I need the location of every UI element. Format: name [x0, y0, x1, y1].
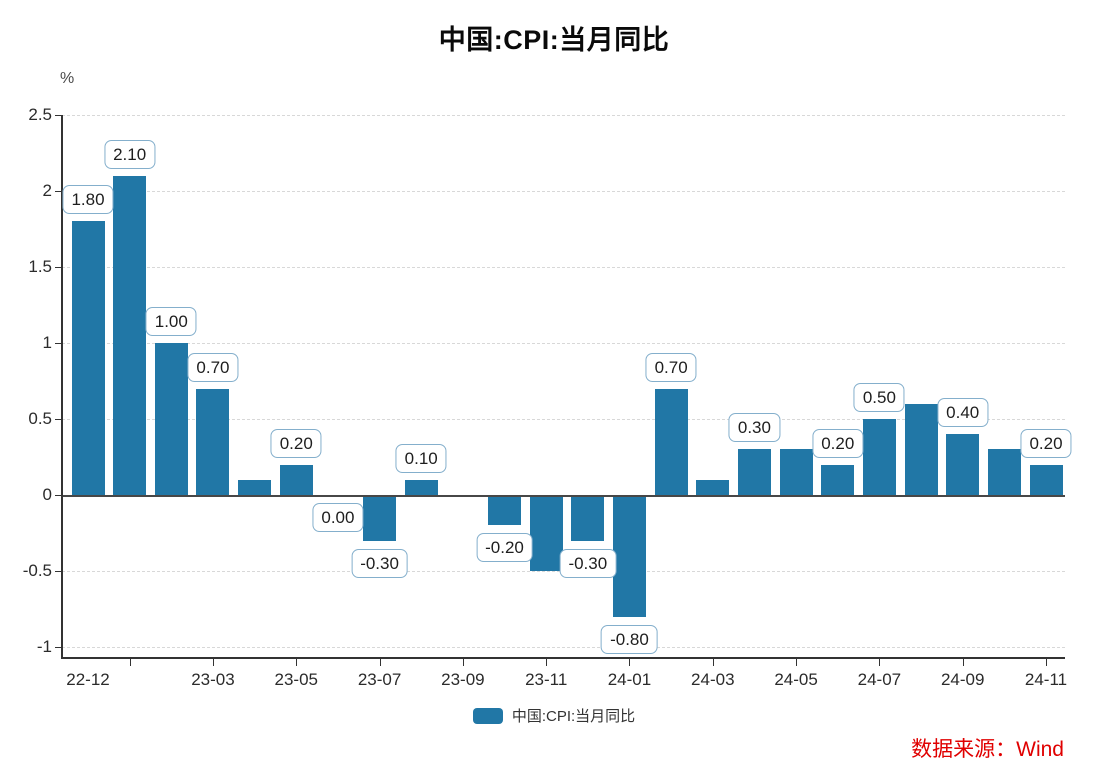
bar-23-01: [113, 175, 147, 495]
plot-area: 2.5 2 1.5 1 0.5 0 -0.5 -1 22-12 23-03 23-05 23-07 23…: [23, 105, 1072, 689]
y-axis-tick-mark: [55, 343, 62, 344]
bar-23-11: [529, 495, 563, 571]
bar-23-12: [571, 495, 605, 541]
bar-24-08: [904, 403, 938, 495]
bar-23-05: [279, 464, 313, 495]
x-axis-tick-mark: [129, 659, 131, 666]
gridline: [62, 419, 1065, 420]
bar-23-04: [238, 479, 272, 495]
bar-value-label: -0.80: [601, 624, 658, 654]
y-axis-tick-mark: [55, 419, 62, 420]
y-axis-tick-label: 1.5: [28, 257, 52, 276]
bar-23-03: [196, 388, 230, 495]
data-source-note: 数据来源：Wind: [911, 738, 1064, 761]
x-axis-tick-mark: [962, 659, 964, 666]
bar-23-10: [488, 495, 522, 526]
x-axis-tick-label: 23-11: [525, 670, 568, 689]
x-axis-tick-mark: [296, 659, 298, 666]
bar-24-04: [737, 449, 771, 495]
y-axis-tick-mark: [55, 647, 62, 648]
bar-value-label: 0.30: [728, 413, 780, 443]
x-axis-tick-label: 23-05: [274, 670, 318, 689]
x-axis-tick-label: 24-01: [607, 670, 652, 689]
chart-title: 中国:CPI:当月同比: [438, 25, 670, 55]
bar-24-01: [612, 495, 646, 617]
gridline: [62, 191, 1065, 192]
gridline: [62, 647, 1065, 648]
legend-label: 中国:CPI:当月同比: [511, 708, 636, 725]
bar-value-label: 2.10: [104, 139, 156, 169]
bar-24-05: [779, 449, 813, 495]
y-axis-tick-label: 2: [42, 181, 52, 200]
gridline: [62, 267, 1065, 268]
y-axis-tick-mark: [55, 267, 62, 268]
y-axis-tick-label: -1: [36, 637, 52, 656]
bar-value-label: 0.40: [937, 398, 989, 428]
bar-value-label: 0.50: [853, 383, 905, 412]
bar-value-label: 1.80: [62, 185, 114, 215]
bar-24-10: [987, 449, 1021, 495]
bar-value-label: 0.10: [395, 443, 447, 473]
x-axis-tick-mark: [379, 659, 381, 666]
zero-baseline: [62, 495, 1065, 497]
x-axis-tick-label: 24-07: [857, 670, 902, 689]
bar-22-12: [71, 221, 105, 495]
gridline: [62, 343, 1065, 344]
x-axis-tick-label: 24-09: [940, 670, 985, 689]
x-axis-tick-label: 24-03: [691, 670, 735, 689]
bar-value-label: 0.20: [1020, 428, 1072, 458]
x-axis-tick-label: 23-03: [191, 670, 235, 689]
bar-24-09: [946, 434, 980, 495]
x-axis-tick-mark: [462, 659, 464, 666]
x-axis-tick-mark: [712, 659, 714, 666]
x-axis-line: [61, 657, 1065, 659]
bar-23-02: [154, 343, 188, 495]
y-axis-tick-mark: [55, 115, 62, 116]
x-axis-tick-label: 24-05: [774, 670, 818, 689]
x-axis-tick-label: 23-07: [357, 670, 402, 689]
gridline: [62, 115, 1065, 116]
x-axis-tick-label: 22-12: [66, 670, 110, 689]
x-axis-tick-label: 24-11: [1024, 670, 1068, 689]
bar-24-07: [862, 419, 896, 495]
bar-value-label: 1.00: [145, 307, 197, 336]
bar-value-label: 0.70: [645, 352, 697, 382]
bar-24-11: [1029, 464, 1063, 495]
y-axis-tick-label: 0.5: [28, 409, 52, 428]
bar-24-03: [696, 479, 730, 495]
bar-value-label: -0.30: [351, 548, 408, 578]
x-axis-tick-mark: [629, 659, 631, 666]
x-axis-tick-mark: [546, 659, 548, 666]
y-axis-unit-label: %: [60, 70, 75, 87]
y-axis-line: [61, 115, 63, 659]
bar-value-label: 0.20: [812, 428, 864, 458]
y-axis-tick-label: 1: [42, 333, 52, 352]
legend-swatch: [472, 707, 503, 724]
y-axis-tick-mark: [55, 191, 62, 192]
x-axis-tick-mark: [212, 659, 214, 666]
y-axis-tick-label: 2.5: [28, 105, 52, 124]
bar-value-label: 0.20: [270, 428, 322, 458]
y-axis-tick-mark: [55, 571, 62, 572]
bar-23-07: [363, 495, 397, 541]
bar-value-label: -0.30: [559, 548, 617, 578]
x-axis-tick-mark: [879, 659, 881, 666]
bar-value-label: 0.70: [187, 352, 239, 382]
x-axis-tick-mark: [796, 659, 798, 666]
y-axis-tick-label: -0.5: [22, 561, 52, 580]
legend-item-cpi[interactable]: 中国:CPI:当月同比: [472, 705, 636, 726]
x-axis-tick-label: 23-09: [441, 670, 485, 689]
bar-value-label: -0.20: [476, 533, 533, 563]
chart-legend: 中国:CPI:当月同比: [0, 705, 1108, 726]
x-axis-tick-mark: [1046, 659, 1047, 666]
bar-24-06: [821, 464, 855, 495]
bar-23-08: [404, 479, 438, 495]
y-axis-tick-label: 0: [42, 485, 52, 504]
y-axis-tick-mark: [55, 495, 62, 496]
bar-value-label: 0.00: [312, 503, 364, 532]
bar-24-02: [654, 388, 688, 495]
